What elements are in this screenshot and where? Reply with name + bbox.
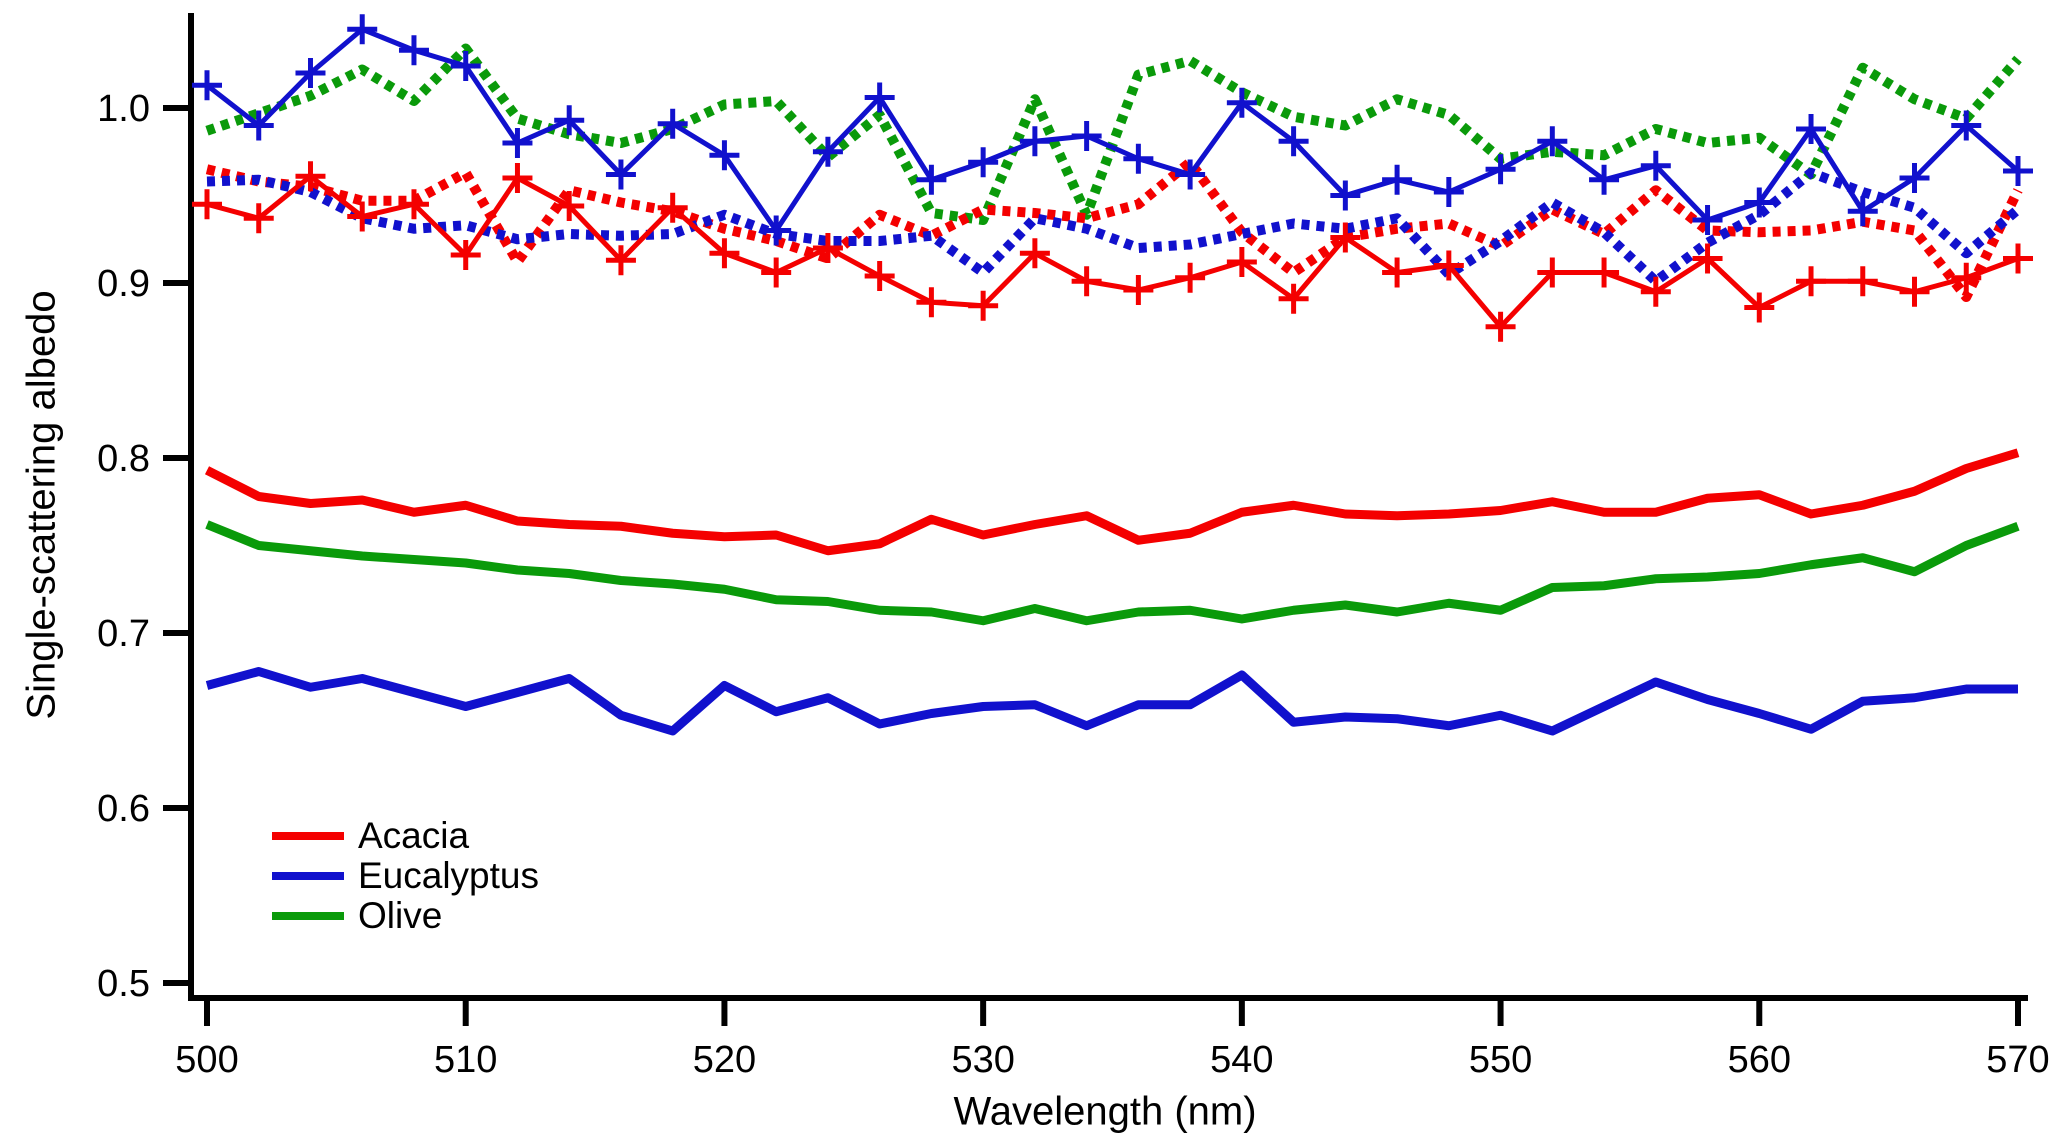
legend-item-acacia: Acacia [272, 816, 539, 856]
series-eucalyptus-solid [205, 667, 2018, 736]
x-tick-label: 530 [951, 1039, 1014, 1081]
x-tick-label: 540 [1210, 1039, 1273, 1081]
acacia-line-swatch [272, 832, 344, 840]
x-tick-label: 560 [1728, 1039, 1791, 1081]
x-tick-label: 570 [1986, 1039, 2049, 1081]
eucalyptus-line-swatch [272, 872, 344, 880]
olive-line-swatch [272, 912, 344, 920]
legend-label-acacia: Acacia [358, 815, 470, 856]
y-tick-label: 0.7 [97, 613, 150, 655]
y-axis-title: Single-scattering albedo [19, 290, 64, 720]
x-tick-label: 500 [175, 1039, 238, 1081]
series-acacia-thin-solid [206, 173, 2019, 330]
x-tick-label: 510 [434, 1039, 497, 1081]
y-tick-label: 0.6 [97, 788, 150, 830]
series-eucalyptus-dotted [206, 167, 2022, 287]
series-olive-dotted [205, 43, 2022, 225]
x-tick-label: 550 [1469, 1039, 1532, 1081]
y-tick-label: 1.0 [97, 88, 150, 130]
series-eucalyptus-thin-solid [205, 26, 2020, 233]
series-acacia-dotted [205, 157, 2023, 302]
y-tick-label: 0.5 [97, 963, 150, 1005]
legend-item-olive: Olive [272, 896, 539, 936]
y-tick-label: 0.8 [97, 438, 150, 480]
y-tick-label: 0.9 [97, 263, 150, 305]
legend-item-eucalyptus: Eucalyptus [272, 856, 539, 896]
legend: Acacia Eucalyptus Olive [272, 816, 539, 936]
x-axis-title: Wavelength (nm) [953, 1089, 1257, 1134]
x-tick-label: 520 [693, 1039, 756, 1081]
legend-label-olive: Olive [358, 895, 443, 936]
series-acacia-solid [204, 448, 2020, 556]
series-olive-solid [205, 520, 2020, 626]
axes-frame [188, 13, 2028, 1001]
legend-label-eucalyptus: Eucalyptus [358, 855, 539, 896]
